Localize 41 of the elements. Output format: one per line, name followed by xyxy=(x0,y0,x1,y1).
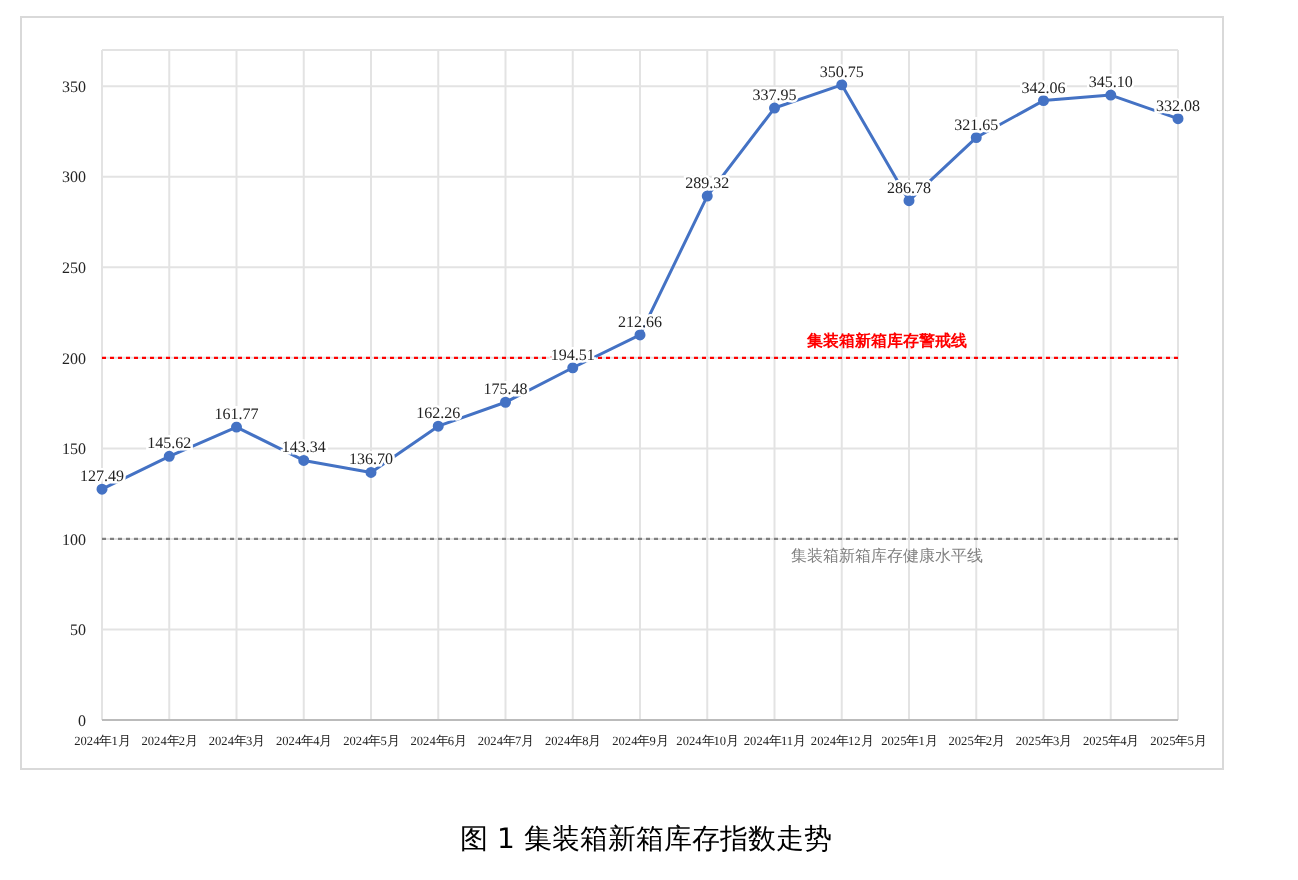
data-label: 175.48 xyxy=(483,380,528,399)
ref-line-label: 集装箱新箱库存健康水平线 xyxy=(791,546,984,565)
data-label: 345.10 xyxy=(1088,73,1133,92)
y-tick-label: 200 xyxy=(62,349,86,368)
point xyxy=(1038,95,1049,107)
data-label: 321.65 xyxy=(954,115,999,134)
point xyxy=(567,362,579,374)
point xyxy=(432,420,444,432)
point xyxy=(231,421,242,433)
point xyxy=(365,466,377,478)
data-label: 350.75 xyxy=(819,62,864,81)
data-label: 162.26 xyxy=(416,404,461,423)
point xyxy=(298,454,310,466)
y-tick-label: 0 xyxy=(78,711,86,730)
y-tick-label: 150 xyxy=(62,440,86,459)
text: 图 1 集装箱新箱库存指数走势 xyxy=(458,822,834,858)
point xyxy=(634,329,646,341)
point xyxy=(163,450,175,462)
point xyxy=(769,102,780,114)
point xyxy=(1172,113,1184,125)
point xyxy=(836,79,848,91)
y-tick-label: 50 xyxy=(70,621,86,640)
point xyxy=(1105,89,1117,101)
data-label: 332.08 xyxy=(1156,96,1200,115)
data-label: 143.34 xyxy=(281,438,326,457)
point xyxy=(701,190,713,202)
point xyxy=(96,483,108,495)
data-label: 145.62 xyxy=(147,434,192,453)
ref-line-label: 集装箱新箱库存警戒线 xyxy=(805,329,968,350)
point xyxy=(903,195,915,207)
data-label: 127.49 xyxy=(80,467,124,486)
data-label: 342.06 xyxy=(1021,78,1066,97)
y-tick-label: 250 xyxy=(62,258,86,277)
y-tick-label: 300 xyxy=(62,168,86,187)
y-tick-label: 100 xyxy=(62,530,86,549)
data-label: 161.77 xyxy=(214,405,259,424)
data-label: 337.95 xyxy=(752,86,797,105)
data-label: 194.51 xyxy=(550,345,595,364)
y-tick-label: 350 xyxy=(62,77,86,96)
point xyxy=(970,132,982,144)
point xyxy=(500,396,511,408)
